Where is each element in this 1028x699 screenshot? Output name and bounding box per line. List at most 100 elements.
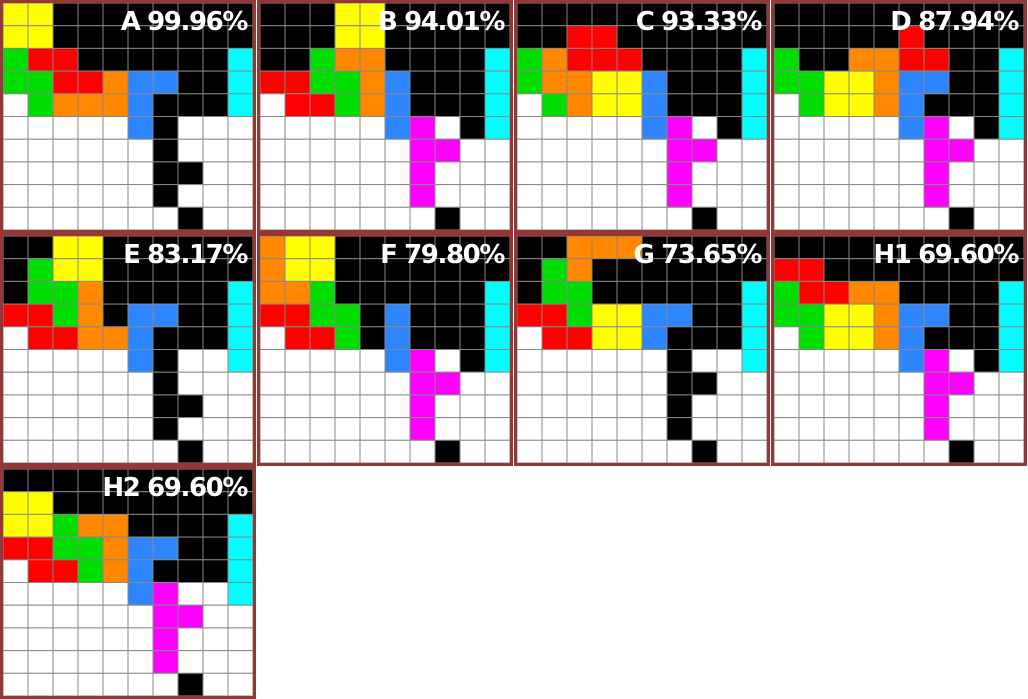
board-cell xyxy=(152,536,179,561)
board-cell xyxy=(741,70,767,95)
board-cell xyxy=(898,70,925,95)
board-cell xyxy=(873,93,900,118)
board-cell xyxy=(691,394,718,419)
board-grid xyxy=(517,236,767,463)
board-cell xyxy=(152,627,179,652)
board-cell xyxy=(873,326,900,351)
board-cell xyxy=(127,417,154,441)
board-cell xyxy=(541,417,568,441)
board-cell xyxy=(823,70,850,95)
board-cell xyxy=(3,303,29,328)
board-cell xyxy=(517,3,543,27)
board-cell xyxy=(102,326,129,351)
board-cell xyxy=(898,206,925,230)
board-cell xyxy=(973,93,1000,118)
board-cell xyxy=(616,439,643,463)
board-cell xyxy=(459,138,486,163)
board-cell xyxy=(616,47,643,72)
board-cell xyxy=(848,161,875,186)
board-cell xyxy=(359,326,386,351)
board-cell xyxy=(591,371,618,396)
board-cell xyxy=(27,417,54,441)
board-cell xyxy=(823,161,850,186)
board-cell xyxy=(384,47,411,72)
board-cell xyxy=(3,138,29,163)
board-cell xyxy=(948,206,975,230)
board-cell xyxy=(716,116,743,140)
board-cell xyxy=(484,93,510,118)
board-cell xyxy=(541,326,568,351)
board-cell xyxy=(3,47,29,72)
board-cell xyxy=(52,469,79,493)
board-cell xyxy=(541,371,568,396)
board-cell xyxy=(227,47,253,72)
board-cell xyxy=(334,138,361,163)
board-cell xyxy=(641,138,668,163)
board-cell xyxy=(227,394,253,419)
board-cell xyxy=(566,236,593,260)
board-cell xyxy=(309,3,336,27)
board-cell xyxy=(359,184,386,208)
board-cell xyxy=(998,417,1024,441)
board-cell xyxy=(77,47,104,72)
board-cell xyxy=(3,536,29,561)
board-cell xyxy=(641,394,668,419)
board-cell xyxy=(334,303,361,328)
board-cell xyxy=(591,326,618,351)
board-cell xyxy=(774,236,800,260)
board-cell xyxy=(566,280,593,305)
board-cell xyxy=(541,349,568,373)
board-cell xyxy=(334,417,361,441)
board-cell xyxy=(334,439,361,463)
board-cell xyxy=(260,303,286,328)
board-cell xyxy=(616,371,643,396)
board-cell xyxy=(923,138,950,163)
board-cell xyxy=(227,138,253,163)
board-cell xyxy=(566,258,593,282)
board-cell xyxy=(541,184,568,208)
board-cell xyxy=(127,394,154,419)
board-cell xyxy=(616,161,643,186)
board-cell xyxy=(409,206,436,230)
board-cell xyxy=(152,184,179,208)
board-cell xyxy=(459,326,486,351)
board-cell xyxy=(691,70,718,95)
board-cell xyxy=(202,47,229,72)
board-cell xyxy=(127,559,154,584)
board-cell xyxy=(177,93,204,118)
board-cell xyxy=(260,280,286,305)
board-cell xyxy=(52,206,79,230)
board-cell xyxy=(177,349,204,373)
board-cell xyxy=(3,559,29,584)
board-cell xyxy=(848,206,875,230)
board-cell xyxy=(923,280,950,305)
board-cell xyxy=(591,93,618,118)
board-cell xyxy=(848,93,875,118)
board-cell xyxy=(152,513,179,538)
board-cell xyxy=(948,184,975,208)
board-cell xyxy=(666,206,693,230)
board-cell xyxy=(27,559,54,584)
board-cell xyxy=(3,161,29,186)
board-cell xyxy=(484,326,510,351)
board-cell xyxy=(434,138,461,163)
board-cell xyxy=(484,303,510,328)
board-cell xyxy=(616,303,643,328)
board-cell xyxy=(384,394,411,419)
board-cell xyxy=(798,258,825,282)
board-cell xyxy=(591,394,618,419)
board-cell xyxy=(823,93,850,118)
board-cell xyxy=(102,604,129,629)
board-cell xyxy=(998,206,1024,230)
board-cell xyxy=(3,604,29,629)
board-cell xyxy=(284,326,311,351)
board-cell xyxy=(77,627,104,652)
board-cell xyxy=(998,70,1024,95)
board-cell xyxy=(260,349,286,373)
board-cell xyxy=(541,138,568,163)
board-cell xyxy=(309,394,336,419)
board-cell xyxy=(517,206,543,230)
board-cell xyxy=(798,47,825,72)
board-grid xyxy=(517,3,767,230)
board-cell xyxy=(591,25,618,49)
